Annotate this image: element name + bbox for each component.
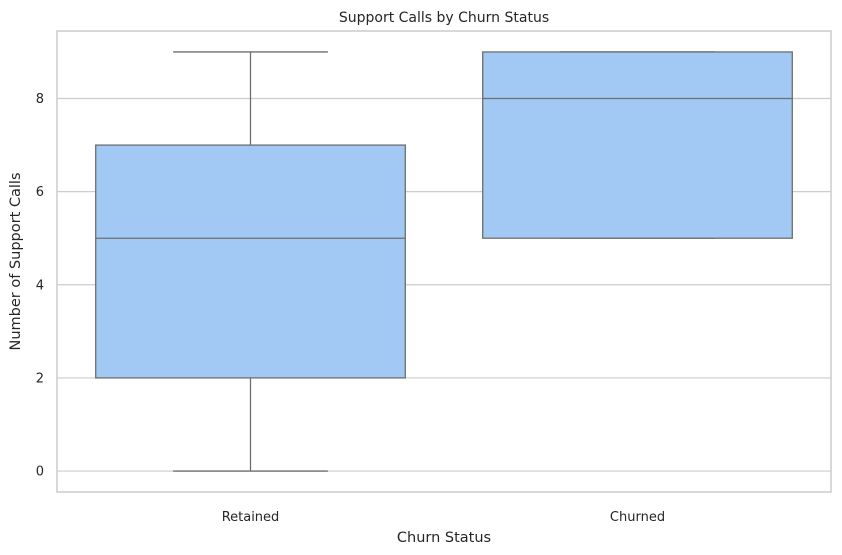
y-tick-label: 8 [36,92,44,107]
chart-title: Support Calls by Churn Status [339,10,549,26]
plot-frame [56,30,832,493]
x-axis-label: Churn Status [397,530,491,546]
iqr-box [95,144,406,379]
iqr-box [482,51,793,239]
y-axis-label: Number of Support Calls [8,173,24,351]
x-tick-labels: Retained Churned [222,510,665,525]
y-tick-label: 6 [36,185,44,200]
y-tick-label: 0 [36,465,44,480]
x-tick-label: Churned [610,510,665,525]
box-churned [482,51,793,239]
y-tick-labels: 0 2 4 6 8 [36,92,44,480]
box-plot-boxes [95,51,793,472]
y-tick-label: 2 [36,371,44,386]
box-retained [95,51,406,472]
x-tick-label: Retained [222,510,280,525]
y-tick-label: 4 [36,278,44,293]
